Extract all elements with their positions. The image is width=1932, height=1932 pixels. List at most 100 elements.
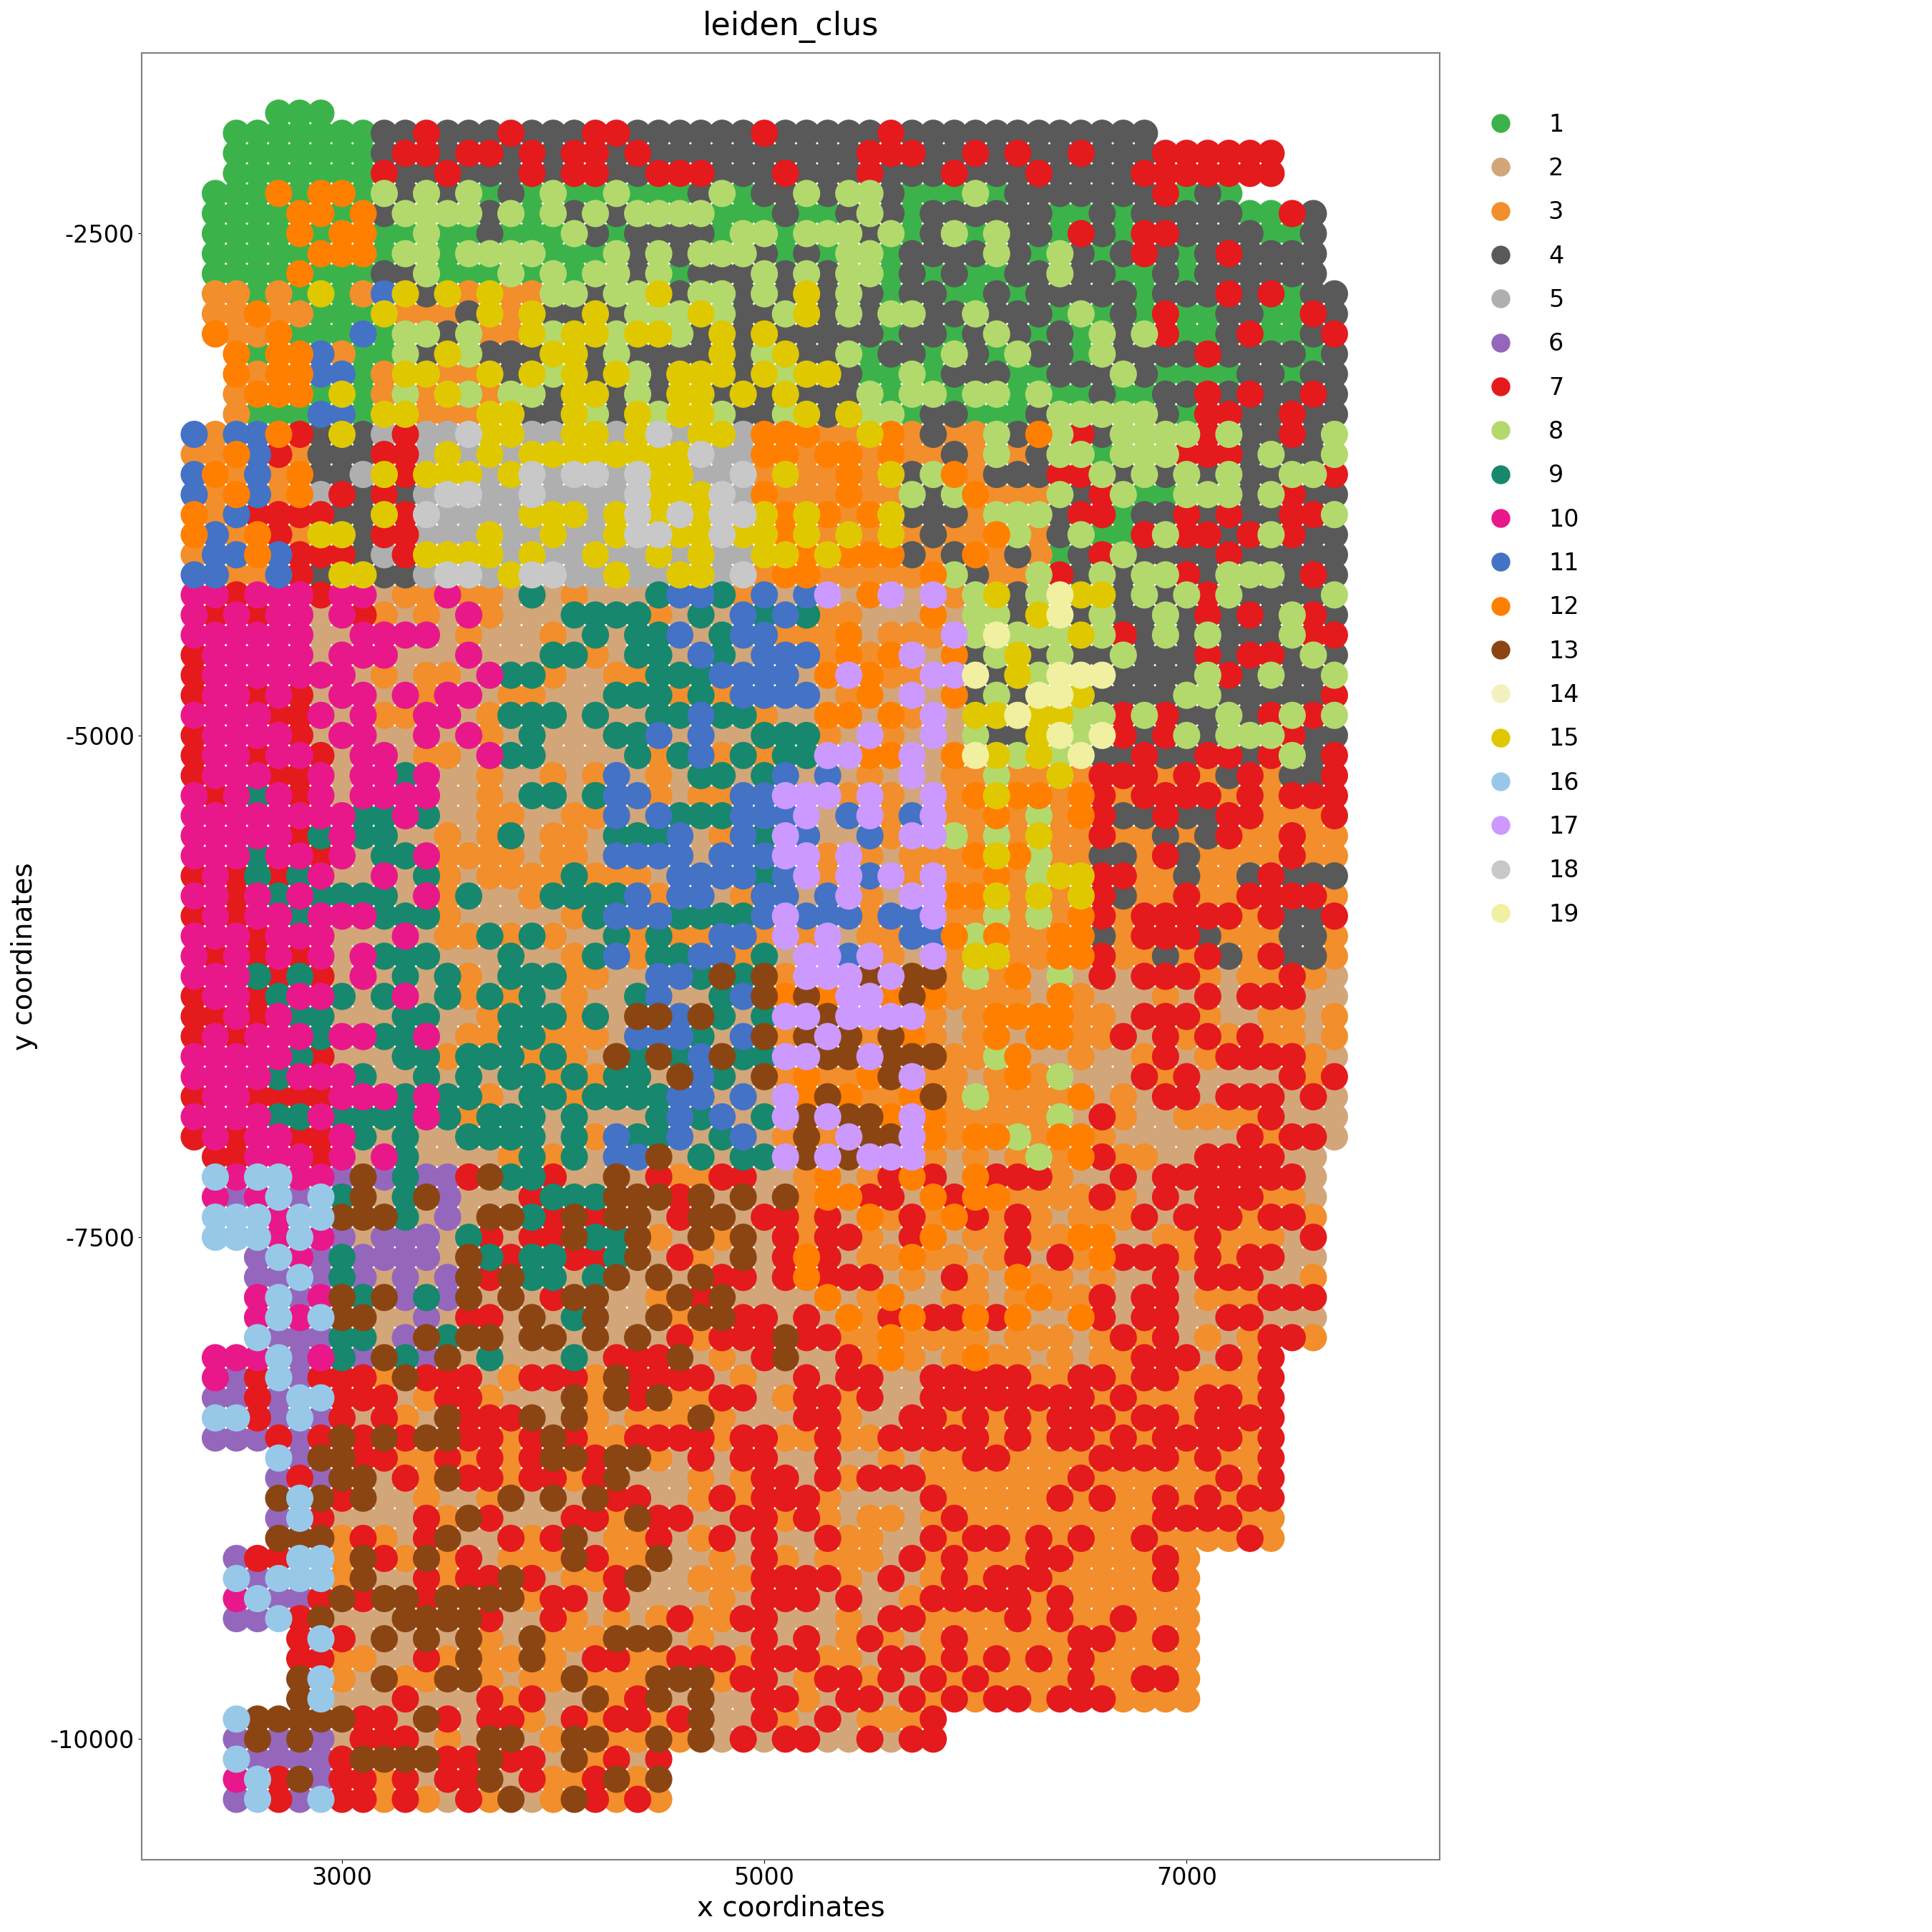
Point [707, 680, 738, 711]
Point [918, 922, 949, 952]
Point [241, 1001, 272, 1032]
Point [495, 1182, 526, 1213]
Point [643, 1321, 674, 1352]
Point [1128, 639, 1159, 670]
Point [728, 699, 759, 730]
Point [665, 460, 696, 491]
Point [875, 1482, 906, 1513]
Point [790, 1001, 821, 1032]
Point [643, 560, 674, 591]
Point [790, 1061, 821, 1092]
Point [981, 1082, 1012, 1113]
Point [327, 1783, 357, 1814]
Point [537, 1383, 568, 1414]
Point [1213, 178, 1244, 209]
Point [220, 721, 251, 752]
Point [1066, 1041, 1097, 1072]
Point [241, 1061, 272, 1092]
Point [707, 1101, 738, 1132]
Point [833, 599, 864, 630]
Point [811, 1623, 842, 1654]
Point [433, 1563, 464, 1594]
Point [1171, 1302, 1202, 1333]
Point [412, 781, 442, 811]
Point [284, 278, 315, 309]
Point [1045, 1362, 1076, 1393]
Point [622, 1001, 653, 1032]
Point [960, 1623, 991, 1654]
Point [495, 639, 526, 670]
Point [811, 1041, 842, 1072]
Point [1128, 1582, 1159, 1613]
Point [433, 218, 464, 249]
Point [918, 1383, 949, 1414]
Point [390, 1723, 421, 1754]
Point [643, 1623, 674, 1654]
Point [875, 398, 906, 429]
Point [1277, 639, 1308, 670]
Point [220, 1101, 251, 1132]
Point [643, 800, 674, 831]
Point [558, 1343, 589, 1374]
Point [348, 620, 379, 651]
Point [811, 1443, 842, 1474]
Point [241, 599, 272, 630]
Point [854, 1522, 885, 1553]
Point [601, 1544, 632, 1575]
Point [960, 1101, 991, 1132]
Point [918, 759, 949, 790]
Point [728, 1723, 759, 1754]
Point [665, 199, 696, 230]
Point [558, 922, 589, 952]
Point [622, 1383, 653, 1414]
Point [1256, 238, 1287, 269]
Point [939, 1343, 970, 1374]
Point [284, 539, 315, 570]
Point [771, 118, 802, 149]
Point [1298, 398, 1329, 429]
Point [790, 800, 821, 831]
Point [1192, 137, 1223, 168]
Point [707, 1482, 738, 1513]
Point [1024, 278, 1055, 309]
Point [1086, 1302, 1117, 1333]
Point [981, 539, 1012, 570]
Point [896, 199, 927, 230]
Point [1171, 981, 1202, 1012]
Point [790, 1704, 821, 1735]
Point [537, 1101, 568, 1132]
Point [1150, 498, 1180, 529]
Point [1213, 821, 1244, 852]
Point [516, 439, 547, 469]
Point [707, 821, 738, 852]
Point [199, 178, 230, 209]
Point [1213, 1522, 1244, 1553]
Point [1024, 199, 1055, 230]
Point [686, 1321, 717, 1352]
Point [1171, 580, 1202, 611]
Point [1277, 781, 1308, 811]
Point [771, 1121, 802, 1151]
Point [707, 1503, 738, 1534]
Point [981, 781, 1012, 811]
Point [833, 178, 864, 209]
Point [1213, 721, 1244, 752]
Point [918, 118, 949, 149]
Point [939, 639, 970, 670]
Point [750, 1121, 781, 1151]
Point [516, 1161, 547, 1192]
Point [601, 900, 632, 931]
Point [220, 1362, 251, 1393]
Point [390, 840, 421, 871]
Point [622, 1022, 653, 1053]
Point [1107, 800, 1138, 831]
Point [1003, 620, 1034, 651]
Point [495, 259, 526, 290]
Point [327, 1262, 357, 1293]
Point [1045, 759, 1076, 790]
Point [790, 1563, 821, 1594]
Point [1045, 238, 1076, 269]
Point [1277, 520, 1308, 551]
Point [580, 1082, 611, 1113]
Point [1045, 1182, 1076, 1213]
